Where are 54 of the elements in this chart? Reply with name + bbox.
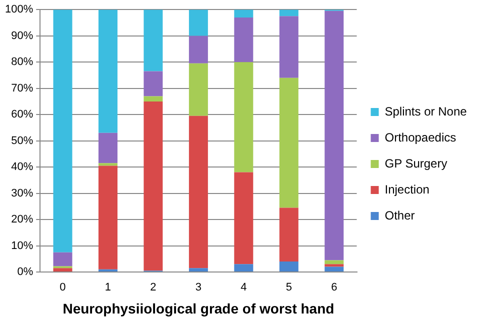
x-tick-label: 5 [286, 282, 292, 294]
bar [279, 208, 298, 262]
y-tick-label: 0% [17, 266, 34, 278]
bar [279, 10, 298, 16]
bar [324, 260, 344, 264]
bar [234, 264, 254, 272]
x-tick-label: 3 [195, 282, 202, 294]
x-tick-label: 4 [240, 282, 247, 294]
y-tick-label: 70% [11, 82, 34, 94]
x-tick-label: 1 [104, 282, 112, 294]
legend-label: GP Surgery [384, 156, 448, 170]
bar [53, 252, 72, 266]
bar [98, 163, 118, 166]
y-tick-label: 80% [11, 56, 34, 68]
bar [53, 10, 72, 252]
bar [279, 262, 298, 272]
bar [324, 10, 344, 260]
bar [324, 266, 344, 272]
bar [279, 78, 298, 208]
bar [144, 71, 163, 96]
x-axis-title: Neurophysiiological grade of worst hand [62, 300, 334, 316]
y-tick-label: 60% [11, 108, 34, 121]
bar [144, 10, 163, 72]
y-tick-label: 50% [11, 134, 34, 147]
bar [188, 268, 208, 272]
bar [98, 10, 118, 133]
y-tick-label: 30% [11, 187, 34, 200]
bar [144, 101, 163, 271]
y-tick-label: 10% [11, 240, 34, 252]
bar [279, 16, 298, 78]
bar [188, 36, 208, 64]
bar [188, 116, 208, 268]
x-tick-label: 6 [331, 282, 338, 294]
y-tick-label: 20% [11, 214, 34, 226]
bar [234, 172, 254, 264]
bar [53, 268, 72, 272]
y-tick-label: 90% [11, 30, 34, 42]
bar [188, 63, 208, 116]
bar [98, 132, 118, 164]
bar [188, 10, 208, 36]
bar [324, 264, 344, 267]
x-tick-label: 0 [60, 282, 66, 294]
legend-label: Splints or None [384, 104, 468, 118]
bar [144, 96, 163, 102]
legend-label: Orthopaedics [384, 130, 456, 144]
legend-label: Injection [384, 182, 430, 196]
bar [234, 10, 254, 18]
bar [234, 62, 254, 172]
y-tick-label: 100% [4, 4, 34, 16]
bar [98, 166, 118, 270]
x-tick-label: 2 [150, 282, 156, 294]
legend-label: Other [384, 208, 415, 222]
y-tick-label: 40% [11, 161, 34, 174]
bar [234, 17, 254, 62]
